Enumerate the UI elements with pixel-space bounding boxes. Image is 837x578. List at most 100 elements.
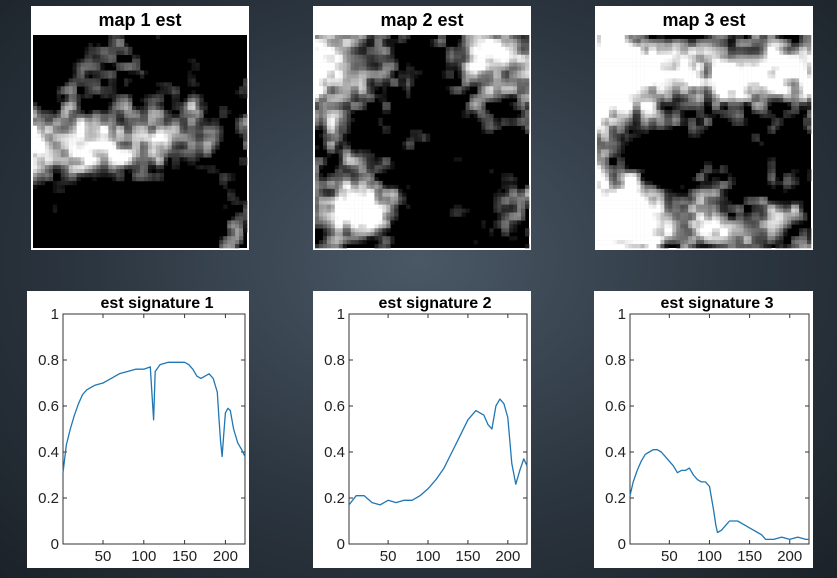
map-pixel (692, 82, 697, 87)
map-pixel (668, 236, 673, 241)
map-pixel (318, 90, 324, 95)
map-pixel (386, 82, 391, 87)
map-pixel (465, 109, 470, 115)
map-pixel (56, 169, 62, 174)
map-pixel (501, 180, 506, 186)
map-pixel (235, 236, 240, 241)
map-pixel (791, 169, 796, 174)
map-pixel (394, 66, 399, 71)
map-pixel (346, 82, 351, 87)
map-pixel (88, 90, 93, 95)
map-pixel (227, 232, 232, 237)
map-pixel (517, 208, 522, 213)
map-pixel (612, 165, 618, 170)
map-pixel (183, 125, 188, 130)
map-pixel (96, 42, 101, 48)
map-pixel (33, 106, 38, 111)
map-pixel (155, 98, 161, 103)
map-pixel (751, 98, 756, 103)
map-pixel (346, 58, 351, 63)
map-pixel (60, 188, 65, 194)
map-pixel (608, 94, 614, 99)
map-pixel (604, 224, 610, 229)
map-pixel (155, 137, 161, 142)
map-pixel (700, 184, 705, 190)
map-pixel (791, 74, 796, 79)
map-pixel (719, 90, 725, 95)
map-pixel (147, 141, 153, 146)
map-pixel (648, 82, 653, 87)
map-pixel (374, 200, 379, 205)
map-pixel (60, 184, 65, 190)
map-pixel (755, 90, 760, 95)
map-pixel (719, 192, 725, 198)
map-pixel (783, 204, 788, 209)
map-pixel (612, 38, 618, 44)
map-pixel (362, 169, 367, 174)
map-pixel (386, 208, 391, 213)
map-pixel (322, 98, 328, 103)
map-pixel (441, 35, 447, 40)
map-pixel (739, 82, 744, 87)
map-pixel (759, 200, 764, 205)
map-pixel (759, 42, 764, 48)
map-pixel (68, 145, 73, 150)
map-pixel (76, 109, 81, 115)
map-pixel (711, 240, 717, 245)
map-pixel (322, 86, 328, 91)
map-pixel (783, 42, 788, 48)
map-pixel (763, 196, 768, 201)
map-pixel (334, 228, 340, 233)
map-pixel (656, 117, 661, 123)
map-pixel (429, 38, 435, 44)
map-pixel (346, 161, 351, 166)
map-pixel (167, 149, 172, 154)
map-pixel (771, 58, 776, 63)
map-pixel (378, 196, 383, 201)
map-pixel (72, 133, 77, 138)
map-pixel (696, 54, 701, 59)
map-pixel (620, 50, 626, 56)
map-pixel (243, 113, 248, 119)
map-pixel (600, 204, 606, 209)
map-pixel (767, 216, 772, 221)
map-pixel (648, 113, 653, 119)
map-pixel (159, 169, 165, 174)
map-pixel (692, 46, 697, 52)
map-pixel (350, 98, 355, 103)
map-pixel (354, 54, 359, 59)
map-pixel (124, 157, 129, 162)
map-pixel (100, 62, 105, 67)
map-pixel (799, 90, 804, 95)
map-pixel (775, 86, 780, 91)
map-pixel (521, 58, 526, 63)
map-pixel (44, 141, 50, 146)
map-pixel (231, 196, 236, 201)
map-pixel (648, 192, 653, 198)
map-pixel (159, 149, 165, 154)
map-pixel (779, 70, 784, 75)
map-pixel (318, 200, 324, 205)
map-pixel (501, 216, 506, 221)
map-pixel (147, 129, 153, 134)
map-pixel (48, 129, 54, 134)
map-pixel (763, 94, 768, 99)
map-pixel (779, 94, 784, 99)
map-pixel (64, 125, 69, 130)
map-pixel (608, 228, 614, 233)
map-pixel (771, 212, 776, 217)
map-pixel (465, 102, 470, 107)
map-pixel (763, 228, 768, 233)
map-pixel (692, 129, 697, 134)
map-pixel (342, 117, 347, 123)
map-pixel (692, 38, 697, 44)
map-pixel (743, 212, 748, 217)
map-pixel (203, 145, 208, 150)
map-pixel (791, 244, 796, 249)
map-pixel (100, 74, 105, 79)
map-pixel (660, 106, 665, 111)
map-pixel (517, 204, 522, 209)
map-pixel (151, 106, 157, 111)
map-pixel (692, 42, 697, 48)
map-pixel (731, 121, 736, 127)
